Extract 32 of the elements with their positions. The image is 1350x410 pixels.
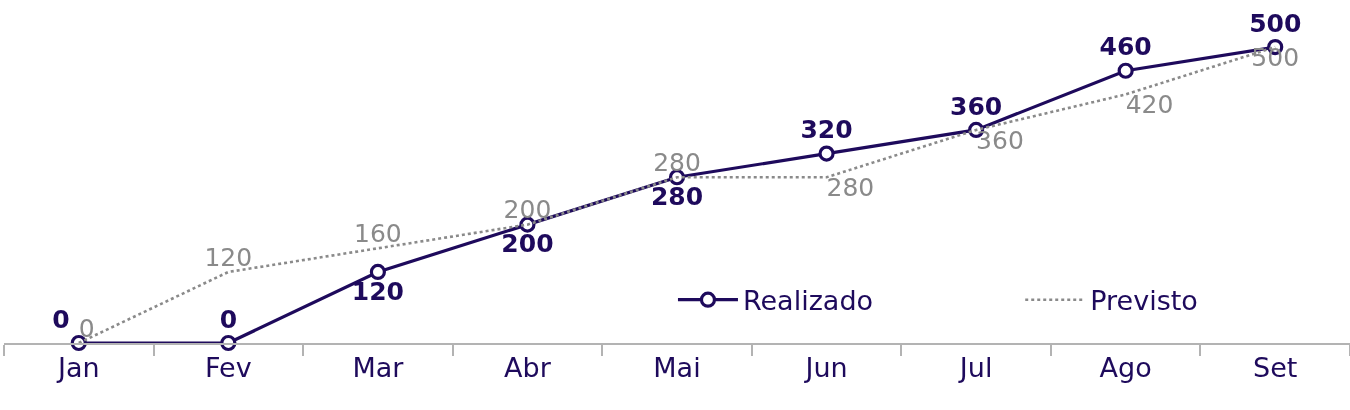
legend-label: Previsto xyxy=(1090,285,1198,317)
x-tick-label: Ago xyxy=(1099,352,1152,384)
data-label: 420 xyxy=(1125,90,1174,120)
data-label: 360 xyxy=(950,91,1003,121)
point xyxy=(1117,62,1134,79)
x-tick-label: Mai xyxy=(653,352,701,384)
data-label: 500 xyxy=(1249,8,1302,38)
data-label: 360 xyxy=(976,125,1024,155)
data-label: 280 xyxy=(653,148,701,178)
x-tick-label: Jul xyxy=(957,352,993,384)
data-label: 460 xyxy=(1099,32,1152,62)
x-tick-label: Mar xyxy=(352,352,405,384)
x-tick-label: Abr xyxy=(504,352,552,384)
legend-label: Realizado xyxy=(742,285,874,317)
data-label: 120 xyxy=(204,242,253,272)
x-tick-label: Fev xyxy=(205,352,252,384)
data-label: 160 xyxy=(354,219,402,249)
data-label: 320 xyxy=(800,115,853,145)
data-label: 280 xyxy=(650,182,704,212)
point xyxy=(369,263,386,281)
x-tick-label: Jan xyxy=(55,352,100,384)
x-tick-label: Set xyxy=(1253,352,1298,384)
data-label: 200 xyxy=(501,229,554,259)
data-label: 200 xyxy=(503,195,552,225)
data-label: 280 xyxy=(826,173,875,203)
point xyxy=(818,145,835,162)
data-label: 0 xyxy=(219,304,238,334)
data-label: 120 xyxy=(351,276,404,306)
x-tick-label: Jun xyxy=(803,352,848,384)
data-label: 0 xyxy=(52,304,70,334)
data-label: 0 xyxy=(78,313,95,343)
data-label: 500 xyxy=(1251,42,1300,72)
